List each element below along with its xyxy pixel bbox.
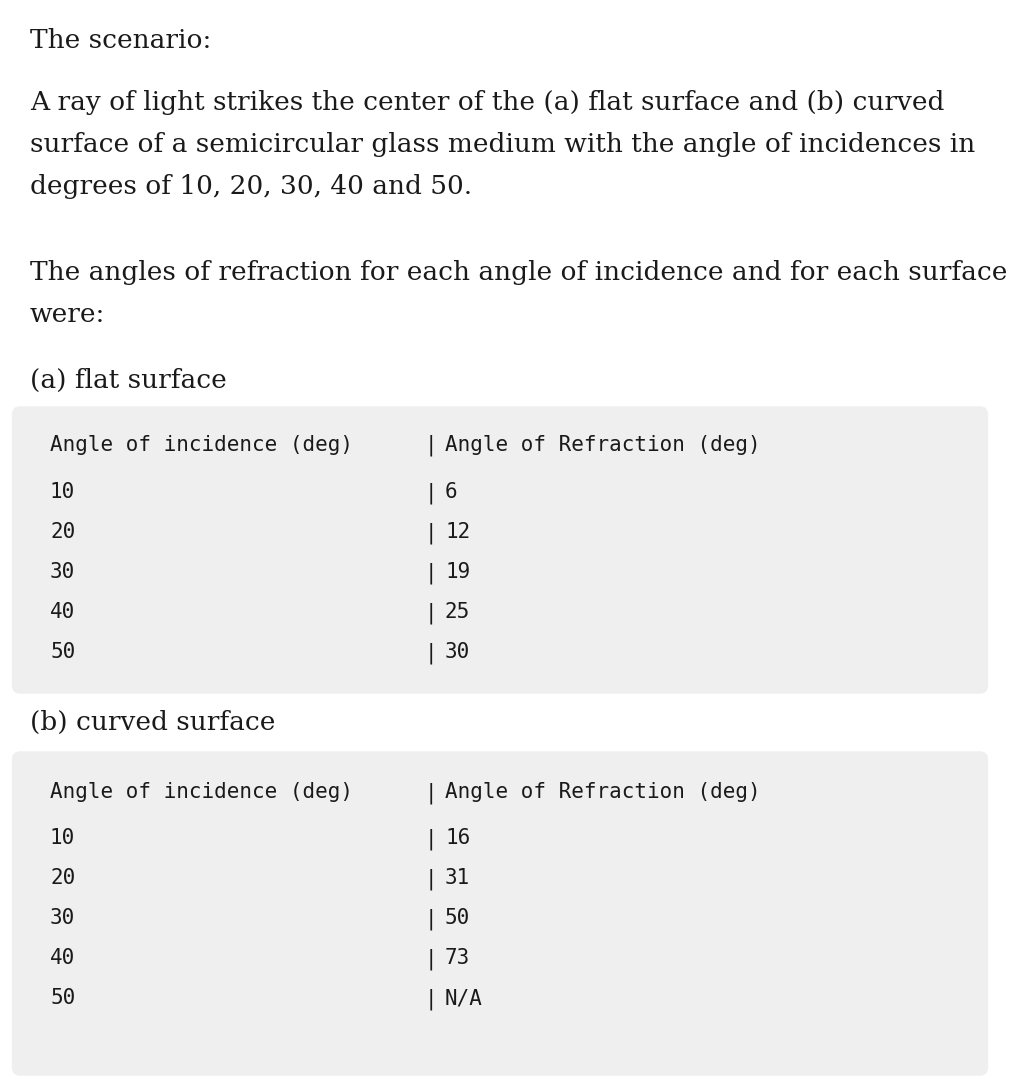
Text: 31: 31 bbox=[445, 869, 470, 888]
Text: 30: 30 bbox=[50, 908, 75, 928]
Text: |: | bbox=[425, 948, 437, 970]
Text: |: | bbox=[425, 562, 437, 584]
Text: 6: 6 bbox=[445, 482, 458, 502]
Text: 50: 50 bbox=[445, 908, 470, 928]
Text: |: | bbox=[425, 602, 437, 624]
Text: (a) flat surface: (a) flat surface bbox=[30, 368, 227, 393]
Text: The scenario:: The scenario: bbox=[30, 28, 211, 53]
Text: 10: 10 bbox=[50, 828, 75, 848]
Text: |: | bbox=[425, 988, 437, 1010]
Text: Angle of Refraction (deg): Angle of Refraction (deg) bbox=[445, 782, 760, 802]
Text: degrees of 10, 20, 30, 40 and 50.: degrees of 10, 20, 30, 40 and 50. bbox=[30, 174, 472, 199]
Text: 12: 12 bbox=[445, 522, 470, 542]
Text: |: | bbox=[425, 522, 437, 544]
Text: 50: 50 bbox=[50, 988, 75, 1008]
Text: N/A: N/A bbox=[445, 988, 483, 1008]
Text: 19: 19 bbox=[445, 562, 470, 582]
Text: 30: 30 bbox=[445, 642, 470, 662]
Text: 40: 40 bbox=[50, 948, 75, 969]
Text: 50: 50 bbox=[50, 642, 75, 662]
Text: were:: were: bbox=[30, 302, 105, 327]
Text: surface of a semicircular glass medium with the angle of incidences in: surface of a semicircular glass medium w… bbox=[30, 132, 975, 157]
Text: 73: 73 bbox=[445, 948, 470, 969]
Text: |: | bbox=[425, 435, 437, 457]
Text: 16: 16 bbox=[445, 828, 470, 848]
Text: 30: 30 bbox=[50, 562, 75, 582]
Text: |: | bbox=[425, 828, 437, 850]
Text: Angle of Refraction (deg): Angle of Refraction (deg) bbox=[445, 435, 760, 455]
Text: |: | bbox=[425, 782, 437, 803]
Text: Angle of incidence (deg): Angle of incidence (deg) bbox=[50, 435, 353, 455]
Text: 20: 20 bbox=[50, 869, 75, 888]
Text: |: | bbox=[425, 642, 437, 663]
Text: 20: 20 bbox=[50, 522, 75, 542]
Text: 25: 25 bbox=[445, 602, 470, 622]
Text: |: | bbox=[425, 482, 437, 503]
Text: |: | bbox=[425, 869, 437, 889]
Text: 40: 40 bbox=[50, 602, 75, 622]
Text: Angle of incidence (deg): Angle of incidence (deg) bbox=[50, 782, 353, 802]
Text: 10: 10 bbox=[50, 482, 75, 502]
Text: The angles of refraction for each angle of incidence and for each surface: The angles of refraction for each angle … bbox=[30, 260, 1008, 285]
Text: |: | bbox=[425, 908, 437, 929]
Text: A ray of light strikes the center of the (a) flat surface and (b) curved: A ray of light strikes the center of the… bbox=[30, 90, 945, 115]
Text: (b) curved surface: (b) curved surface bbox=[30, 710, 275, 735]
